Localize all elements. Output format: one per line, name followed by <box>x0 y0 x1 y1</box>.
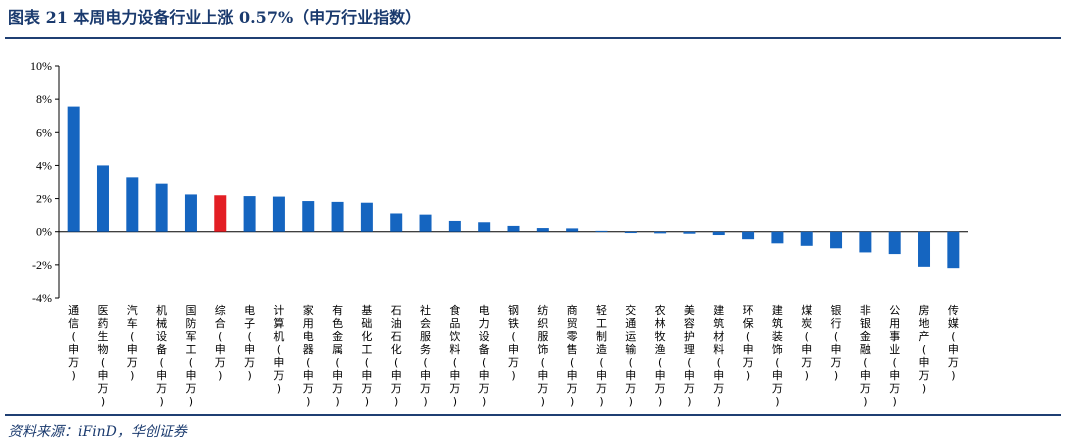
bar <box>536 228 549 232</box>
bar <box>742 231 755 240</box>
x-tick-label: 钢铁(申万) <box>508 304 519 382</box>
y-axis-ticks: -4% -2% 0% 2% 4% 6% 8% 10% <box>30 59 59 305</box>
bar <box>859 231 872 253</box>
x-tick-label: 医药生物(申万) <box>97 304 108 408</box>
x-tick-label: 国防军工(申万) <box>185 304 196 408</box>
x-tick-label: 建筑材料(申万) <box>713 303 724 408</box>
x-tick-label: 计算机(申万) <box>273 304 284 395</box>
bottom-divider <box>5 414 1061 416</box>
y-tick-label: 0% <box>36 225 52 239</box>
bar <box>419 214 432 232</box>
bar <box>888 231 901 255</box>
bar <box>947 231 960 269</box>
bar <box>830 231 843 249</box>
top-divider <box>5 37 1061 39</box>
x-tick-label: 交通运输(申万) <box>625 303 636 408</box>
x-tick-label: 通信(申万) <box>68 304 79 382</box>
x-tick-label: 纺织服饰(申万) <box>537 303 548 408</box>
y-tick-label: 10% <box>30 59 52 73</box>
x-tick-label: 建筑装饰(申万) <box>772 303 783 408</box>
x-tick-label: 银行(申万) <box>831 303 842 382</box>
x-tick-label: 煤炭(申万) <box>801 304 812 382</box>
bar <box>800 231 813 246</box>
bar <box>126 177 139 232</box>
bar <box>448 220 461 232</box>
x-tick-label: 农林牧渔(申万) <box>655 303 666 408</box>
bar <box>683 231 696 234</box>
x-tick-label: 有色金属(申万) <box>332 303 343 408</box>
figure-title: 图表 21 本周电力设备行业上涨 0.57%（申万行业指数） <box>8 8 422 27</box>
bar <box>96 165 109 232</box>
x-tick-label: 食品饮料(申万) <box>449 303 460 408</box>
x-tick-label: 环保(申万) <box>743 304 754 382</box>
bar <box>624 231 637 234</box>
x-tick-label: 机械设备(申万) <box>156 303 167 408</box>
x-axis-labels: 通信(申万) 医药生物(申万) 汽车(申万) 机械设备(申万) 国防军工(申万) 综合(申… <box>68 303 959 408</box>
x-tick-label: 汽车(申万) <box>127 303 138 382</box>
bar <box>155 183 168 232</box>
x-tick-label: 传媒(申万) <box>948 304 959 382</box>
bar <box>595 230 608 232</box>
bar <box>184 194 197 232</box>
y-tick-label: -2% <box>32 258 52 272</box>
bars <box>67 106 960 269</box>
x-tick-label: 公用事业(申万) <box>889 304 900 408</box>
x-tick-label: 美容护理(申万) <box>684 304 695 408</box>
bar <box>302 201 315 232</box>
bar <box>478 222 491 232</box>
x-tick-label: 非银金融(申万) <box>860 304 871 408</box>
bar <box>918 231 931 267</box>
y-tick-label: 4% <box>36 158 52 172</box>
y-tick-label: -4% <box>32 291 52 305</box>
bar <box>331 201 344 232</box>
bar-chart: -4% -2% 0% 2% 4% 6% 8% 10% 通信(申万) 医药生物(申万) 汽车(申万)… <box>30 59 968 408</box>
bar <box>67 106 80 232</box>
x-tick-label: 商贸零售(申万) <box>567 303 578 408</box>
bar <box>507 225 520 232</box>
x-tick-label: 房地产(申万) <box>919 304 930 395</box>
x-tick-label: 社会服务(申万) <box>420 303 431 408</box>
bar <box>272 196 285 232</box>
bar <box>654 231 667 234</box>
y-tick-label: 8% <box>36 92 52 106</box>
x-tick-label: 轻工制造(申万) <box>596 303 607 408</box>
bar <box>390 213 403 232</box>
source-note: 资料来源：iFinD，华创证券 <box>8 424 187 440</box>
x-tick-label: 电力设备(申万) <box>479 304 490 408</box>
bar <box>360 202 373 232</box>
bar <box>243 196 256 232</box>
bar <box>214 195 227 232</box>
x-tick-label: 电子(申万) <box>244 304 255 382</box>
x-tick-label: 家用电器(申万) <box>303 303 314 408</box>
x-tick-label: 基础化工(申万) <box>361 304 372 408</box>
bar <box>771 231 784 244</box>
bar <box>566 228 579 232</box>
x-tick-label: 石油石化(申万) <box>391 304 402 408</box>
x-tick-label: 综合(申万) <box>215 303 226 382</box>
y-tick-label: 2% <box>36 192 52 206</box>
bar <box>712 231 725 236</box>
y-tick-label: 6% <box>36 125 52 139</box>
